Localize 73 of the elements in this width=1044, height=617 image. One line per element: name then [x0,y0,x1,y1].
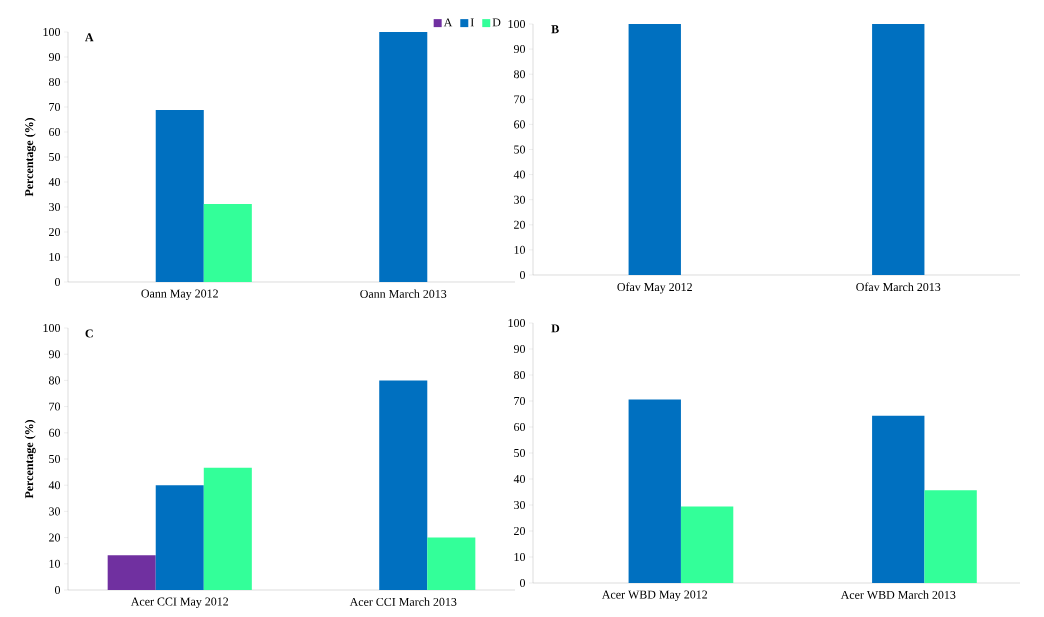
y-tick-label: 100 [43,27,61,37]
y-tick-label: 80 [513,370,526,380]
y-tick-label: 20 [514,220,526,229]
y-tick-label: 80 [48,376,61,385]
bar [155,485,204,590]
y-tick-label: 30 [514,500,526,510]
y-tick-label: 90 [513,344,526,354]
y-tick-label: 0 [519,578,526,588]
bar [107,555,156,590]
y-tick-label: 90 [48,350,61,359]
y-tick-label: 20 [49,533,61,542]
bar [379,31,428,282]
legend-label: D [492,18,501,27]
y-tick-label: 20 [49,227,61,237]
y-tick-label: 50 [514,145,526,154]
y-tick-label: 70 [49,102,61,112]
y-tick-label: 90 [48,52,61,62]
chart-title: A [85,33,94,42]
y-tick-label: 80 [48,77,61,87]
y-tick-label: 50 [514,448,526,458]
y-tick-label: 60 [514,120,526,129]
y-tick-label: 50 [49,152,61,162]
chart-title: B [551,25,559,34]
y-tick-label: 40 [513,474,526,484]
y-tick-label: 20 [514,526,526,536]
y-tick-label: 10 [49,559,61,568]
y-tick-label: 40 [513,170,526,179]
y-tick-label: 70 [514,396,526,406]
y-tick-label: 100 [43,323,61,333]
y-tick-label: 40 [48,177,61,187]
bar [379,380,428,590]
y-tick-label: 10 [514,552,526,562]
x-tick-label: Acer WBD May 2012 [601,590,708,602]
y-tick-label: 0 [519,270,526,280]
y-tick-label: 90 [513,45,526,54]
y-tick-label: 50 [49,454,61,464]
y-tick-label: 70 [49,402,61,411]
bar [203,467,252,590]
y-tick-label: 40 [48,481,61,490]
x-tick-label: Oann March 2013 [360,289,447,298]
y-tick-label: 30 [514,195,526,204]
y-tick-label: 60 [49,127,61,137]
y-tick-label: 80 [513,70,526,79]
legend-label: I [470,18,474,27]
bar [203,204,252,282]
y-axis-title: Percentage (%) [24,117,36,197]
y-tick-label: 10 [49,252,61,262]
bar [680,506,734,583]
y-tick-label: 70 [514,95,526,104]
x-tick-label: Acer CCI May 2012 [130,597,229,609]
y-axis-title: Percentage (%) [24,419,36,499]
y-tick-label: 10 [514,245,526,254]
legend-label: A [443,18,453,27]
bar [155,110,204,282]
x-tick-label: Ofav March 2013 [856,282,941,292]
y-tick-label: 100 [508,318,526,328]
y-tick-label: 30 [49,507,61,516]
bar [924,490,977,583]
y-tick-label: 30 [49,202,61,212]
y-tick-label: 100 [508,19,526,29]
y-tick-label: 0 [54,277,61,287]
x-tick-label: Acer CCI March 2013 [349,597,457,606]
x-tick-label: Oann May 2012 [141,289,218,301]
bar [628,399,681,583]
x-tick-label: Ofav May 2012 [617,282,692,294]
x-tick-label: Acer WBD March 2013 [840,590,956,599]
y-tick-label: 0 [54,585,61,595]
bar [427,537,476,590]
chart-title: C [85,329,93,338]
y-tick-label: 60 [514,422,526,432]
bar [872,415,925,583]
y-tick-label: 60 [49,428,61,437]
chart-title: D [551,324,560,333]
